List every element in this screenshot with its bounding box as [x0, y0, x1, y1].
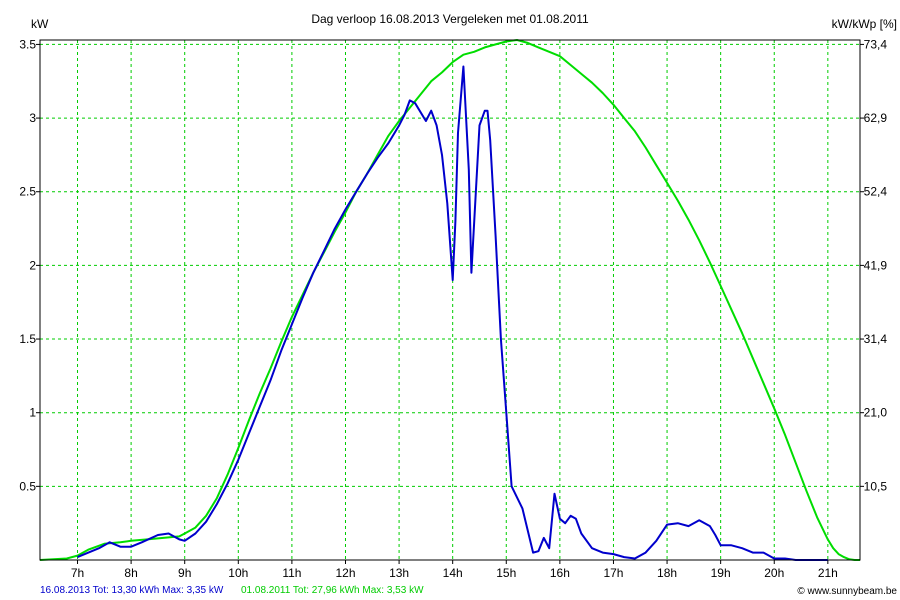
x-tick-label: 13h [389, 566, 409, 580]
x-tick-label: 16h [550, 566, 570, 580]
x-tick-label: 21h [818, 566, 838, 580]
grid [40, 40, 860, 560]
y-tick-label-left: 0.5 [19, 479, 36, 493]
x-tick-label: 17h [603, 566, 623, 580]
footer-today-summary: 16.08.2013 Tot: 13,30 kWh Max: 3,35 kW [40, 585, 224, 596]
x-tick-label: 15h [496, 566, 516, 580]
y-tick-label-left: 3 [29, 111, 36, 125]
y-axis-label-left: kW [31, 17, 49, 31]
y-tick-label-right: 31,4 [864, 332, 888, 346]
x-tick-label: 14h [443, 566, 463, 580]
y-tick-label-right: 41,9 [864, 258, 888, 272]
x-tick-label: 19h [711, 566, 731, 580]
x-tick-label: 20h [764, 566, 784, 580]
y-tick-label-left: 2.5 [19, 185, 36, 199]
plot-frame [39, 39, 861, 561]
y-tick-label-left: 3.5 [19, 37, 36, 51]
x-tick-label: 10h [228, 566, 248, 580]
y-tick-label-right: 10,5 [864, 479, 888, 493]
x-tick-label: 9h [178, 566, 191, 580]
footer-credit: © www.sunnybeam.be [797, 586, 897, 597]
series-line-today [77, 65, 828, 561]
axis-ticks: 7h 8h 9h 10h 11h 12h 13h 14h 15h 16h 17h 18h 19h 20h 2… [19, 37, 887, 580]
x-tick-label: 7h [71, 566, 84, 580]
chart-title: Dag verloop 16.08.2013 Vergeleken met 01… [311, 12, 589, 26]
footer-reference-summary: 01.08.2011 Tot: 27,96 kWh Max: 3,53 kW [241, 585, 424, 596]
y-tick-label-right: 62,9 [864, 111, 888, 125]
x-tick-label: 12h [335, 566, 355, 580]
x-tick-label: 8h [124, 566, 137, 580]
x-tick-label: 11h [282, 566, 301, 580]
x-tick-label: 18h [657, 566, 677, 580]
series-line-reference [39, 39, 860, 561]
series-lines [39, 39, 860, 561]
y-tick-label-right: 21,0 [864, 406, 888, 420]
y-tick-label-left: 1.5 [19, 332, 36, 346]
y-tick-label-right: 52,4 [864, 185, 888, 199]
y-tick-label-left: 1 [29, 406, 36, 420]
y-tick-label-right: 73,4 [864, 37, 888, 51]
y-axis-label-right: kW/kWp [%] [832, 17, 897, 31]
y-tick-label-left: 2 [29, 258, 36, 272]
